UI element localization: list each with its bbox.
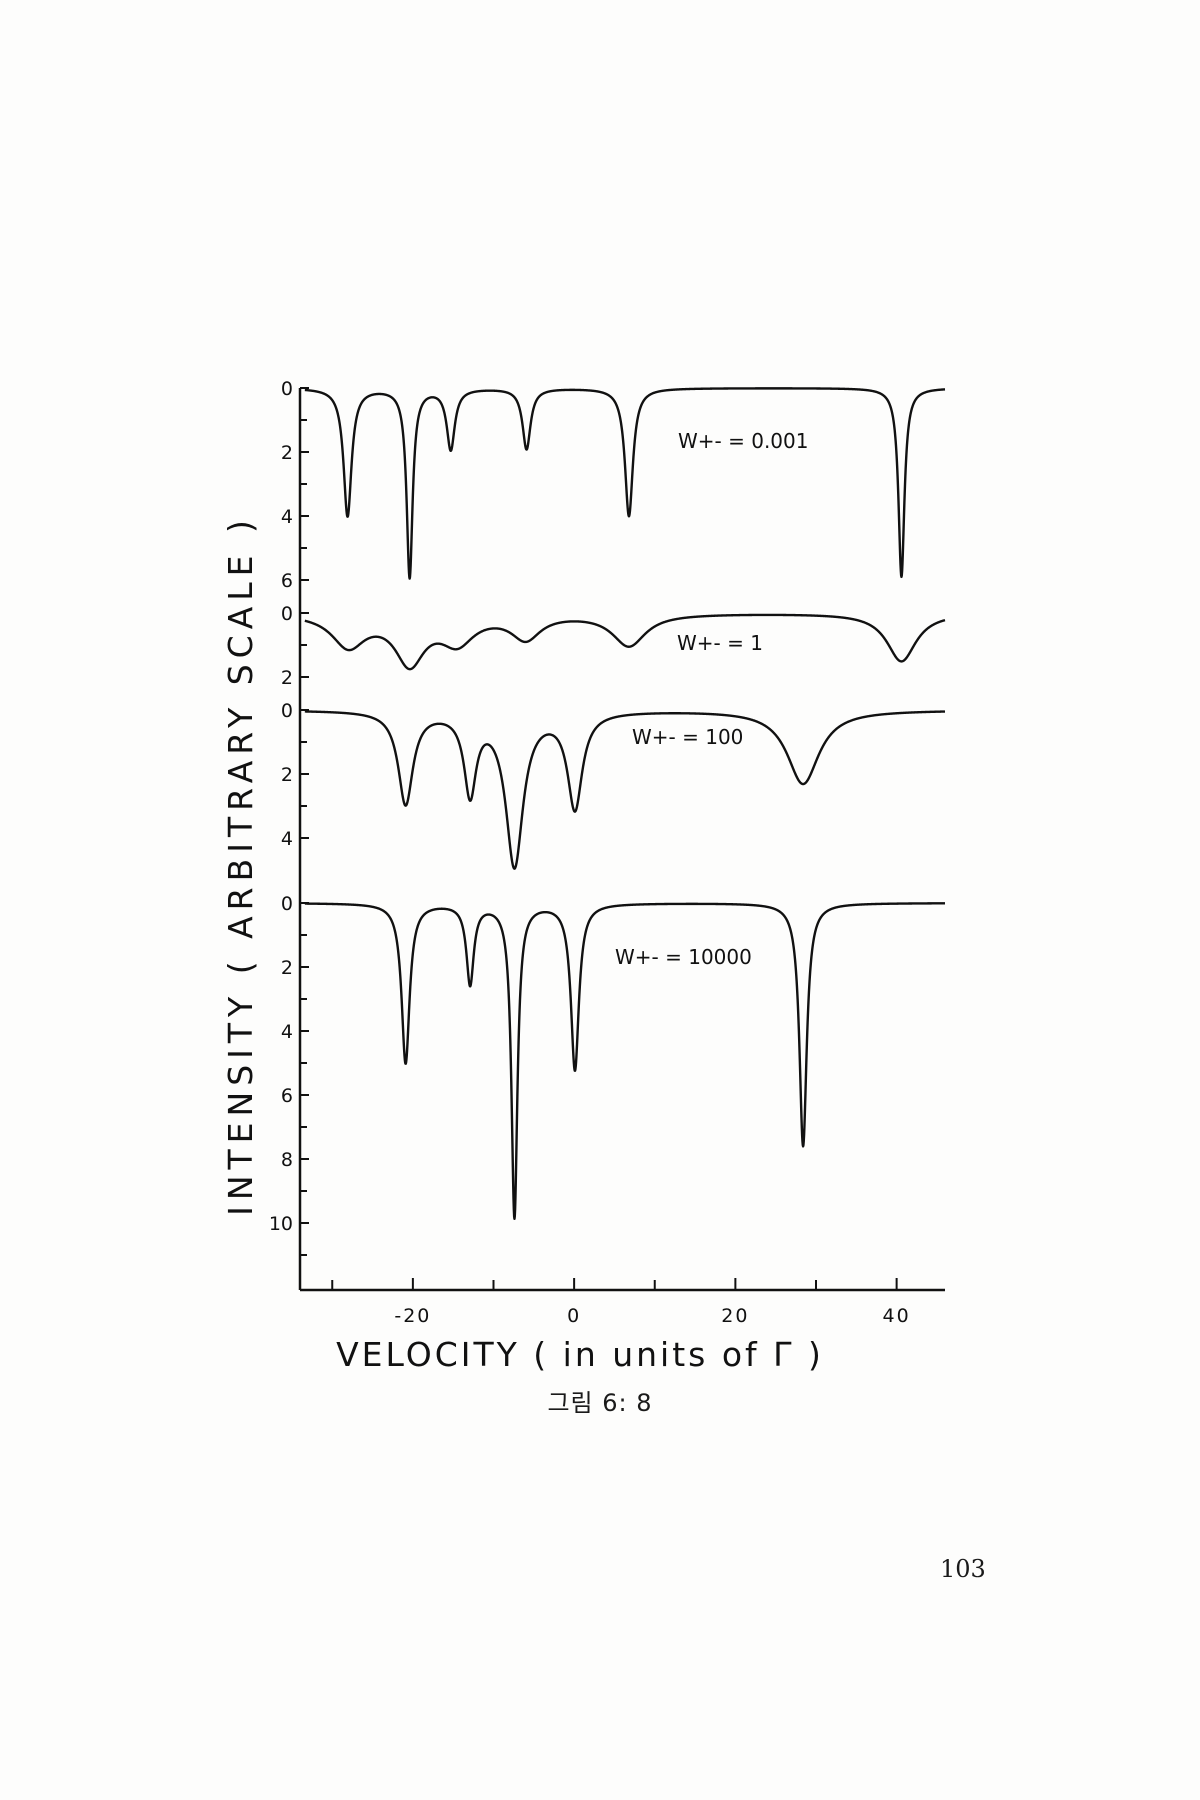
y-tick-label: 0 bbox=[281, 893, 293, 915]
panels: 0 2 4 6 W+- = 0.001 0 2 W+- = 1 0 2 4 W+- = 100 0 2 4 6… bbox=[269, 378, 946, 1256]
y-tick-label: 0 bbox=[281, 700, 293, 722]
y-tick-label: 2 bbox=[281, 667, 293, 689]
y-tick-label: 2 bbox=[281, 442, 293, 464]
y-tick-label: 4 bbox=[281, 1021, 293, 1043]
spectrum-line bbox=[303, 613, 946, 671]
x-tick-label: 40 bbox=[883, 1305, 911, 1327]
spectrum-line bbox=[303, 710, 946, 870]
panel-label: W+- = 100 bbox=[632, 725, 743, 749]
y-tick-label: 6 bbox=[281, 1085, 293, 1107]
y-tick-label: 0 bbox=[281, 378, 293, 400]
x-axis-label: VELOCITY ( in units of Γ ) bbox=[336, 1335, 824, 1374]
y-tick-label: 0 bbox=[281, 603, 293, 625]
axes: -20 0 20 40 bbox=[298, 388, 945, 1327]
panel-4: 0 2 4 6 8 10 W+- = 10000 bbox=[269, 893, 946, 1256]
x-tick-label: 20 bbox=[721, 1305, 749, 1327]
spectrum-line bbox=[303, 387, 946, 580]
y-tick-label: 2 bbox=[281, 957, 293, 979]
figure-caption: 그림 6: 8 bbox=[547, 1389, 653, 1417]
axis-labels: VELOCITY ( in units of Γ ) INTENSITY ( A… bbox=[221, 514, 824, 1374]
y-tick-label: 8 bbox=[281, 1149, 293, 1171]
y-tick-label: 10 bbox=[269, 1213, 293, 1235]
x-tick-label: 0 bbox=[567, 1305, 581, 1327]
panel-3: 0 2 4 W+- = 100 bbox=[281, 700, 946, 870]
panel-label: W+- = 10000 bbox=[615, 945, 752, 969]
y-axis-label: INTENSITY ( ARBITRARY SCALE ) bbox=[221, 514, 260, 1216]
panel-1: 0 2 4 6 W+- = 0.001 bbox=[281, 378, 946, 592]
x-tick-label: -20 bbox=[394, 1305, 431, 1327]
y-tick-label: 6 bbox=[281, 570, 293, 592]
y-tick-label: 2 bbox=[281, 764, 293, 786]
spectrum-line bbox=[303, 902, 946, 1221]
y-tick-label: 4 bbox=[281, 506, 293, 528]
panel-2: 0 2 W+- = 1 bbox=[281, 603, 946, 689]
y-tick-label: 4 bbox=[281, 828, 293, 850]
panel-label: W+- = 0.001 bbox=[678, 429, 808, 453]
panel-label: W+- = 1 bbox=[677, 631, 763, 655]
page-number: 103 bbox=[940, 1555, 986, 1583]
